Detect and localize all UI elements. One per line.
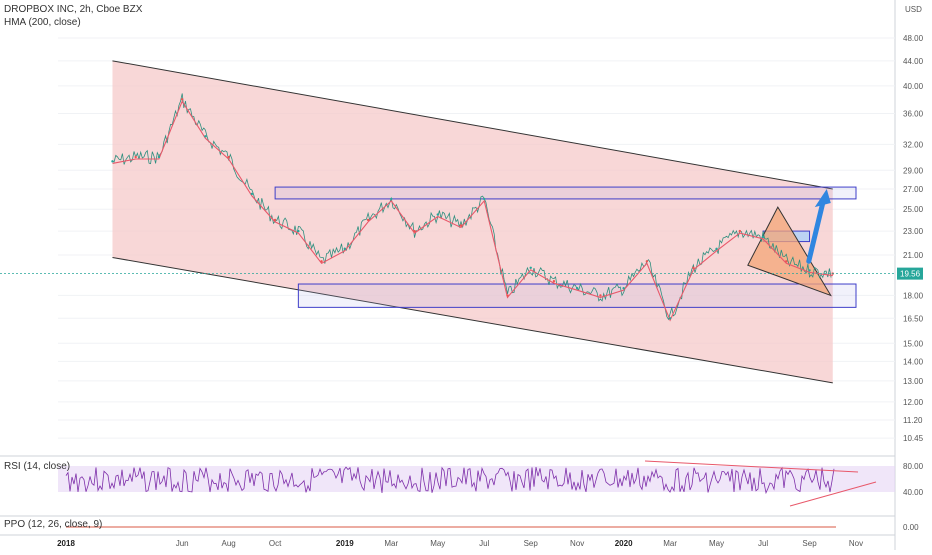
x-tick-label: Oct xyxy=(269,539,282,548)
y-tick-label: 14.00 xyxy=(903,357,924,366)
price-point xyxy=(320,260,323,263)
y-tick-label: 27.00 xyxy=(903,185,924,194)
target-arrow xyxy=(806,200,826,264)
x-tick-label: May xyxy=(430,539,445,548)
y-tick-label: 21.00 xyxy=(903,251,924,260)
indicator-label: HMA (200, close) xyxy=(4,17,81,28)
ppo-tick-label: 0.00 xyxy=(903,523,919,532)
rsi-trendline-lower xyxy=(789,481,877,507)
price-point xyxy=(273,218,277,222)
price-point xyxy=(134,155,137,159)
x-tick-label: Mar xyxy=(384,539,398,548)
x-tick-label: 2019 xyxy=(336,539,354,548)
y-tick-label: 44.00 xyxy=(903,57,924,66)
y-tick-label: 29.00 xyxy=(903,166,924,175)
ppo-label: PPO (12, 26, close, 9) xyxy=(4,519,103,530)
y-tick-label: 16.50 xyxy=(903,314,924,323)
price-point xyxy=(599,294,602,297)
price-point xyxy=(785,260,788,263)
x-tick-label: Mar xyxy=(663,539,677,548)
price-point xyxy=(227,155,230,159)
x-tick-label: Jul xyxy=(758,539,768,548)
y-tick-label: 40.00 xyxy=(903,82,924,91)
rsi-trendline-upper xyxy=(644,460,859,473)
y-tick-label: 32.00 xyxy=(903,140,924,149)
price-point xyxy=(506,294,509,297)
price-point xyxy=(250,192,254,196)
x-tick-label: Jul xyxy=(479,539,489,548)
y-tick-label: 23.00 xyxy=(903,227,924,236)
price-point xyxy=(761,235,765,239)
price-point xyxy=(111,160,114,163)
y-tick-label: 36.00 xyxy=(903,110,924,119)
y-tick-label: 13.00 xyxy=(903,377,924,386)
price-point xyxy=(390,197,393,201)
price-point xyxy=(204,135,207,138)
price-point xyxy=(622,287,625,290)
y-tick-label: 15.00 xyxy=(903,339,924,348)
y-tick-label: 18.00 xyxy=(903,291,924,300)
rsi-tick-label: 40.00 xyxy=(903,488,924,497)
price-point xyxy=(529,266,532,269)
arrow-head xyxy=(814,189,831,208)
hma-line xyxy=(112,100,833,322)
x-tick-label: Nov xyxy=(849,539,863,548)
currency-label: USD xyxy=(905,5,922,14)
y-tick-label: 48.00 xyxy=(903,34,924,43)
channel-lower-line xyxy=(112,256,833,384)
y-tick-label: 10.45 xyxy=(903,434,924,443)
price-point xyxy=(180,98,184,101)
rsi-tick-label: 80.00 xyxy=(903,462,924,471)
x-tick-label: May xyxy=(709,539,724,548)
price-point xyxy=(297,229,300,233)
x-tick-label: Nov xyxy=(570,539,584,548)
price-point xyxy=(436,213,439,216)
x-tick-label: Aug xyxy=(222,539,236,548)
y-tick-label: 25.00 xyxy=(903,205,924,214)
rsi-label: RSI (14, close) xyxy=(4,461,71,472)
x-tick-label: Sep xyxy=(802,539,817,548)
price-point xyxy=(343,247,347,250)
x-axis: 2018 Jun Aug Oct 2019 Mar May Jul Sep Nov 2020 Mar M… xyxy=(0,534,895,548)
price-point xyxy=(738,229,742,233)
price-point xyxy=(808,269,811,272)
price-point xyxy=(552,280,556,283)
price-point xyxy=(483,197,486,201)
price-point xyxy=(157,155,161,159)
channel-upper-line xyxy=(112,60,833,190)
chart-title: DROPBOX INC, 2h, Cboe BZX xyxy=(4,4,143,15)
channel-fill xyxy=(112,60,833,383)
x-tick-label: Sep xyxy=(524,539,539,548)
x-tick-label: 2018 xyxy=(57,539,75,548)
rsi-line xyxy=(65,466,835,495)
x-tick-label: 2020 xyxy=(615,539,633,548)
y-tick-label: 11.20 xyxy=(903,416,923,425)
price-point xyxy=(715,247,718,250)
price-point xyxy=(366,218,370,222)
price-point xyxy=(575,287,579,290)
x-tick-label: Jun xyxy=(176,539,189,548)
last-price-badge xyxy=(897,267,923,280)
zone-box xyxy=(297,283,857,308)
price-point xyxy=(668,317,672,320)
price-series xyxy=(112,93,832,321)
last-price-label: 19.56 xyxy=(900,270,921,279)
price-point xyxy=(459,224,463,227)
zone-box xyxy=(274,186,857,200)
y-tick-label: 12.00 xyxy=(903,398,924,407)
price-point xyxy=(645,260,649,263)
price-point xyxy=(413,229,416,233)
price-point xyxy=(692,266,695,269)
